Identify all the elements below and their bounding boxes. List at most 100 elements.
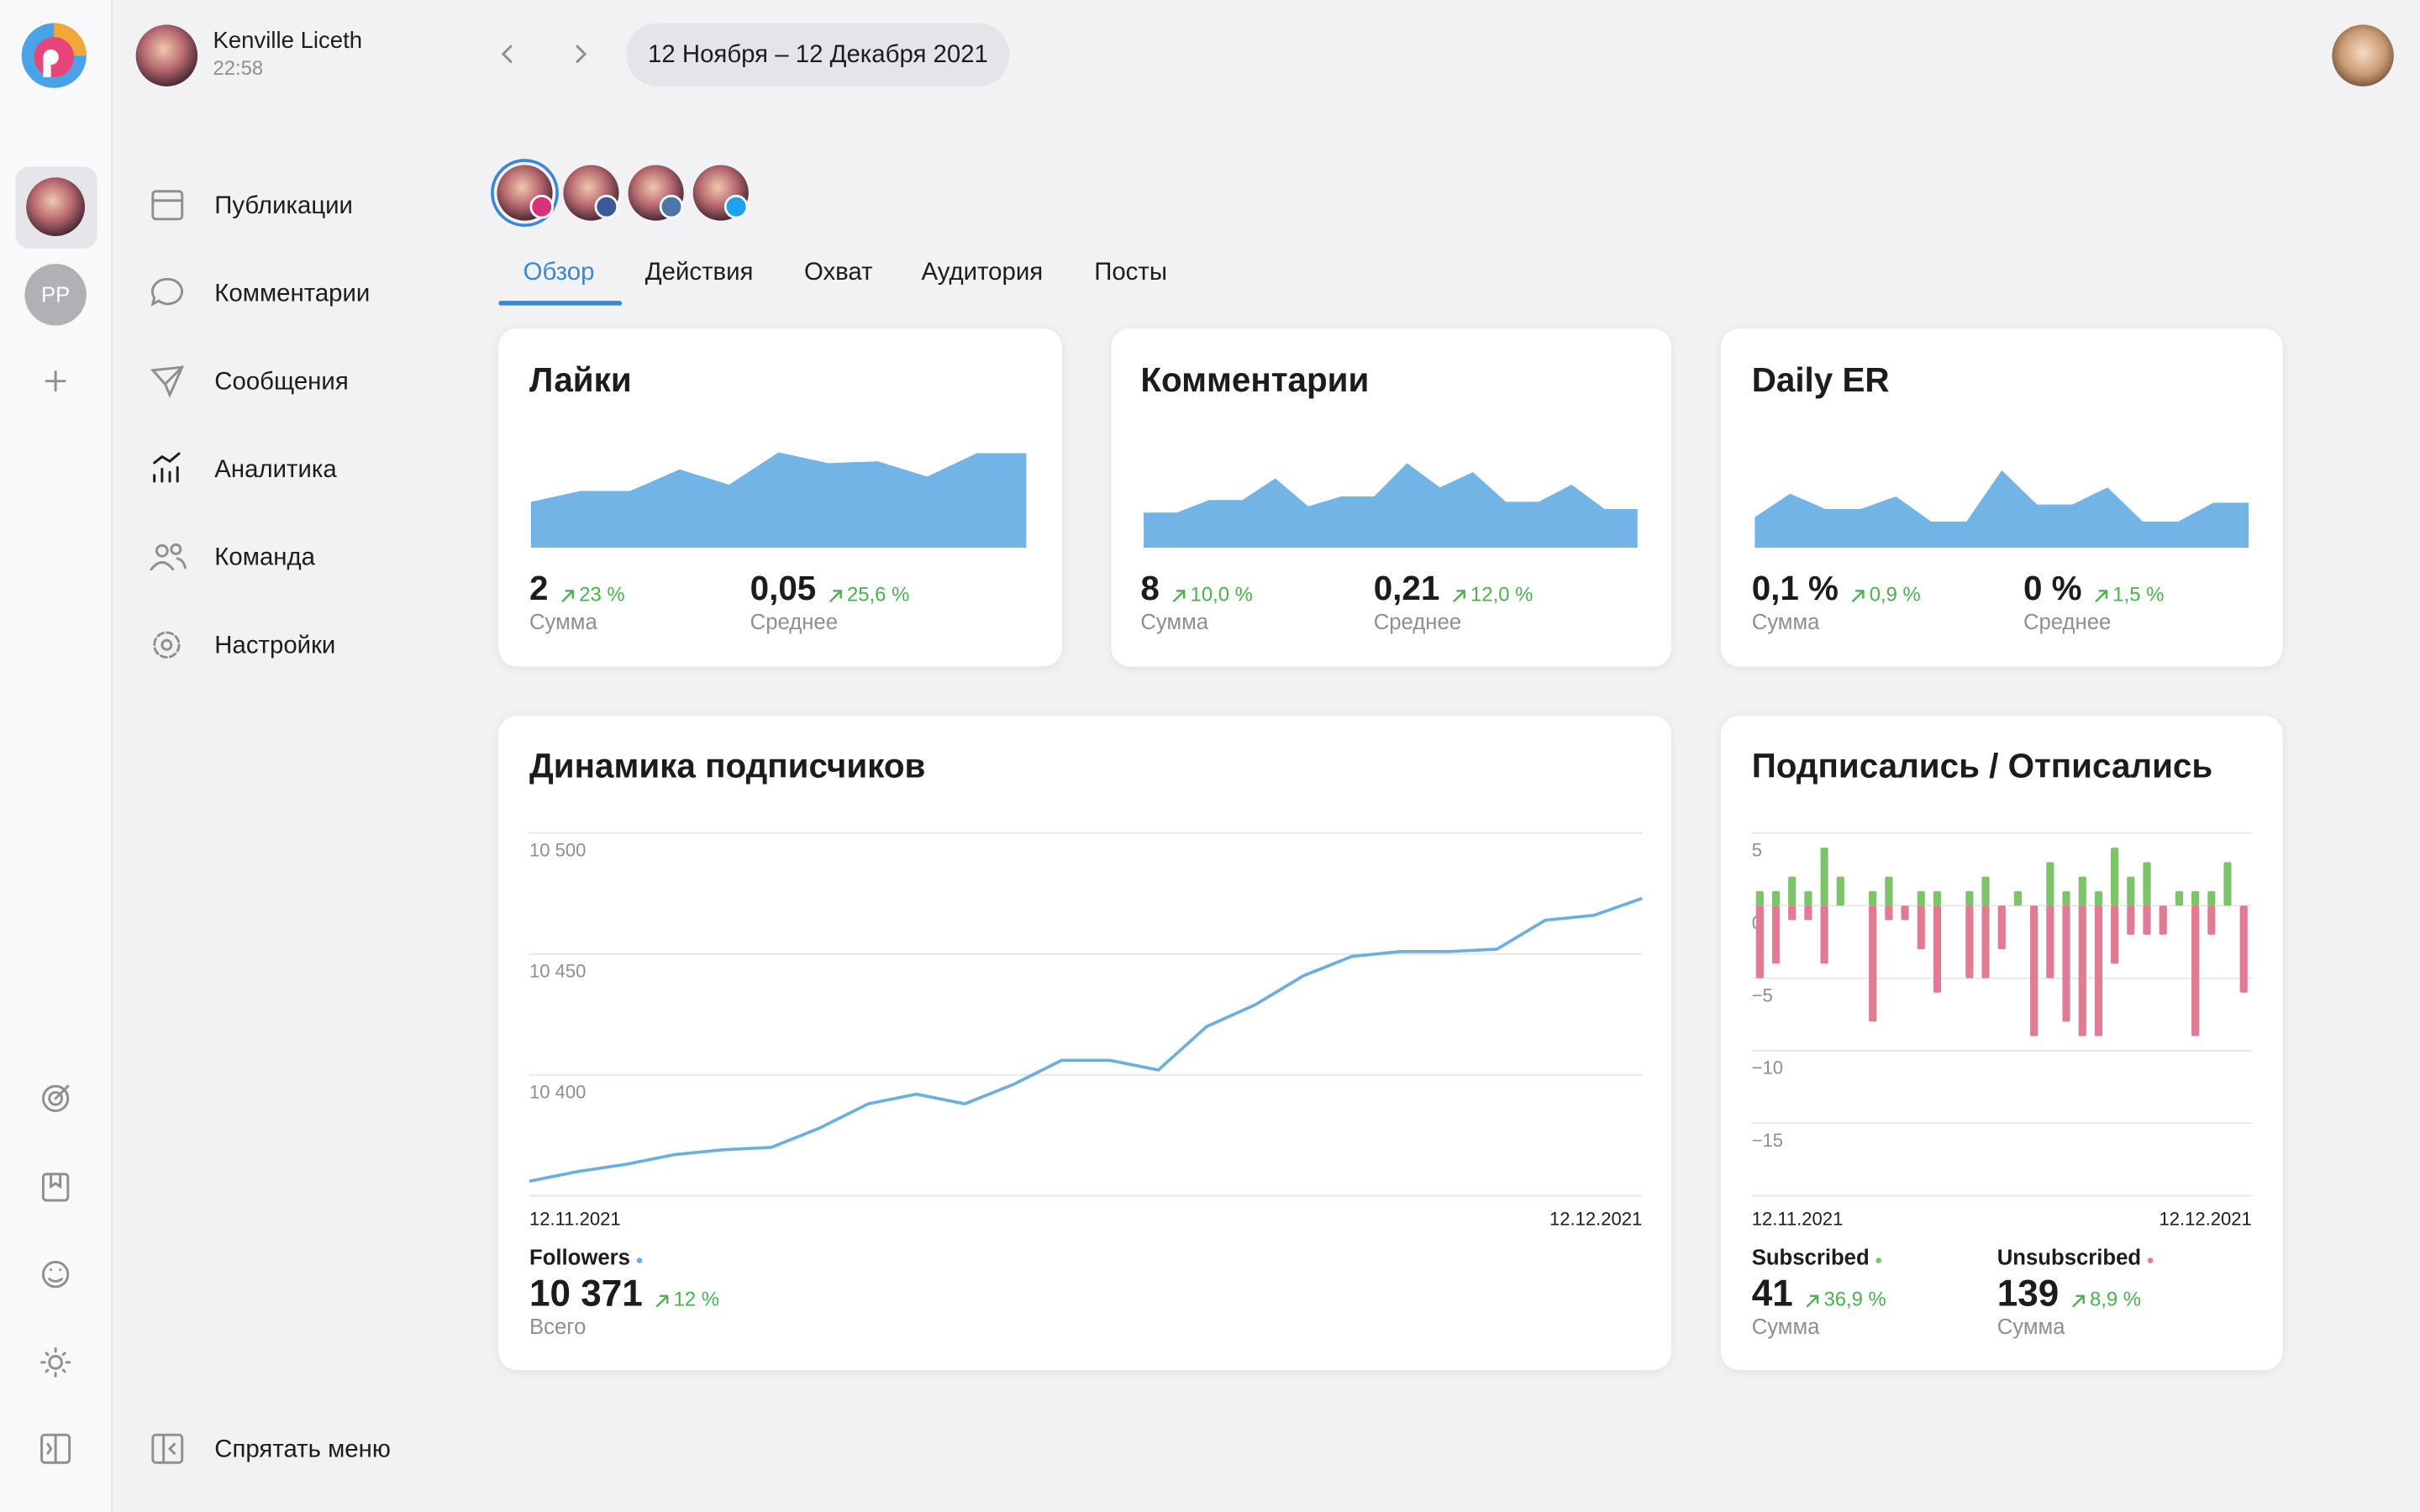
legend-dot — [2147, 1257, 2154, 1263]
y-tick-label: 5 — [1752, 840, 1762, 861]
nav-item[interactable]: Команда — [214, 543, 315, 571]
bar — [1965, 906, 1974, 979]
date-picker[interactable] — [626, 23, 1010, 87]
hide-menu-icon[interactable] — [151, 1433, 184, 1464]
x-tick-label: 12.11.2021 — [529, 1209, 621, 1230]
tab-indicator — [498, 301, 623, 306]
emoji-icon[interactable] — [41, 1260, 70, 1289]
bar — [1804, 906, 1812, 921]
stat-value: 0,05 — [750, 569, 817, 607]
user-avatar[interactable] — [135, 24, 198, 87]
bar — [1981, 906, 1990, 979]
x-tick-label: 12.12.2021 — [1549, 1209, 1642, 1230]
date-range[interactable]: 12 Ноября – 12 Декабря 2021 — [648, 40, 988, 68]
y-tick-label: −10 — [1752, 1058, 1783, 1079]
workspace-avatar[interactable] — [24, 264, 87, 326]
y-tick-label: 10 500 — [529, 840, 586, 861]
bar — [1997, 906, 2006, 949]
card — [1720, 716, 2283, 1371]
stat-label: Сумма — [1140, 611, 1208, 634]
bar — [1901, 906, 1909, 921]
bar — [1771, 890, 1781, 906]
card-title: Подписались / Отписались — [1752, 746, 2213, 785]
book-icon[interactable] — [41, 1173, 70, 1202]
bar — [1917, 906, 1925, 949]
trend-arrow — [1172, 590, 1186, 603]
stat-change: 36,9 % — [1823, 1289, 1886, 1311]
bar — [2111, 906, 2119, 964]
stat-change: 25,6 % — [847, 583, 909, 606]
bar — [1820, 848, 1828, 906]
bar — [1771, 906, 1781, 964]
bar — [2094, 906, 2103, 1037]
bar — [1885, 906, 1893, 921]
followers-line — [529, 896, 1643, 1184]
tab[interactable]: Охват — [804, 258, 873, 286]
stat-label: Сумма — [1752, 1315, 1820, 1339]
bar — [2175, 890, 2184, 906]
add-button[interactable] — [45, 370, 66, 392]
bar — [2111, 848, 2119, 906]
bar — [1885, 876, 1893, 906]
bar — [1755, 890, 1764, 906]
nav-item[interactable]: Публикации — [214, 192, 353, 219]
tab[interactable]: Действия — [645, 258, 754, 286]
stat-label: Среднее — [1374, 611, 1461, 634]
bar — [1965, 890, 1974, 906]
x-tick-label: 12.11.2021 — [1752, 1209, 1844, 1230]
trend-arrow — [829, 590, 842, 603]
stat-value: 0,21 — [1374, 569, 1440, 607]
bar — [2078, 876, 2086, 906]
stat-label: Всего — [529, 1315, 586, 1339]
stat-change: 23 % — [579, 583, 624, 606]
y-tick-label: −15 — [1752, 1130, 1783, 1151]
bar — [1788, 906, 1797, 921]
bar — [2159, 906, 2167, 935]
profile-avatar[interactable] — [2332, 24, 2394, 87]
bar — [1755, 906, 1764, 979]
bar — [2062, 906, 2070, 1022]
stat-label: Сумма — [1752, 611, 1820, 634]
prev-button[interactable] — [501, 45, 513, 63]
tab[interactable]: Аудитория — [922, 258, 1044, 286]
next-button[interactable] — [576, 45, 587, 63]
tab[interactable]: Обзор — [523, 258, 595, 286]
theme-icon[interactable] — [40, 1347, 71, 1378]
bar — [2191, 906, 2200, 1037]
trend-arrow — [1806, 1294, 1819, 1308]
account-avatar[interactable] — [26, 177, 86, 237]
bar — [1836, 876, 1844, 906]
bar — [1933, 906, 1942, 993]
nav-item[interactable]: Сообщения — [214, 367, 348, 395]
bar — [1933, 890, 1942, 906]
logo[interactable] — [21, 23, 87, 88]
nav-icon — [151, 190, 184, 221]
bar — [1869, 890, 1877, 906]
tab[interactable]: Посты — [1094, 258, 1167, 286]
nav-icon — [153, 452, 181, 483]
nav-item[interactable]: Настройки — [214, 631, 335, 659]
nav-item[interactable]: Аналитика — [214, 455, 337, 483]
bar — [2013, 890, 2023, 906]
y-tick-label: −5 — [1752, 984, 1773, 1005]
nav-item[interactable]: Комментарии — [214, 280, 370, 307]
bar — [2078, 906, 2086, 1037]
bar — [2143, 862, 2151, 906]
bar — [2207, 906, 2216, 935]
bar — [2030, 906, 2039, 1037]
trend-arrow — [1851, 590, 1865, 603]
hide-menu[interactable]: Спрятать меню — [214, 1435, 391, 1462]
sparkline-area — [1754, 470, 2249, 549]
card-title: Daily ER — [1752, 360, 1890, 399]
stat-change: 0,9 % — [1870, 583, 1921, 606]
card-title: Лайки — [529, 360, 632, 399]
y-tick-label: 10 400 — [529, 1081, 586, 1102]
network-selected — [491, 159, 559, 227]
collapse-icon[interactable] — [40, 1433, 71, 1464]
nav-icon — [150, 543, 187, 571]
stat-change: 10,0 % — [1191, 583, 1253, 606]
target-icon[interactable] — [41, 1084, 70, 1112]
bar — [1917, 890, 1925, 906]
